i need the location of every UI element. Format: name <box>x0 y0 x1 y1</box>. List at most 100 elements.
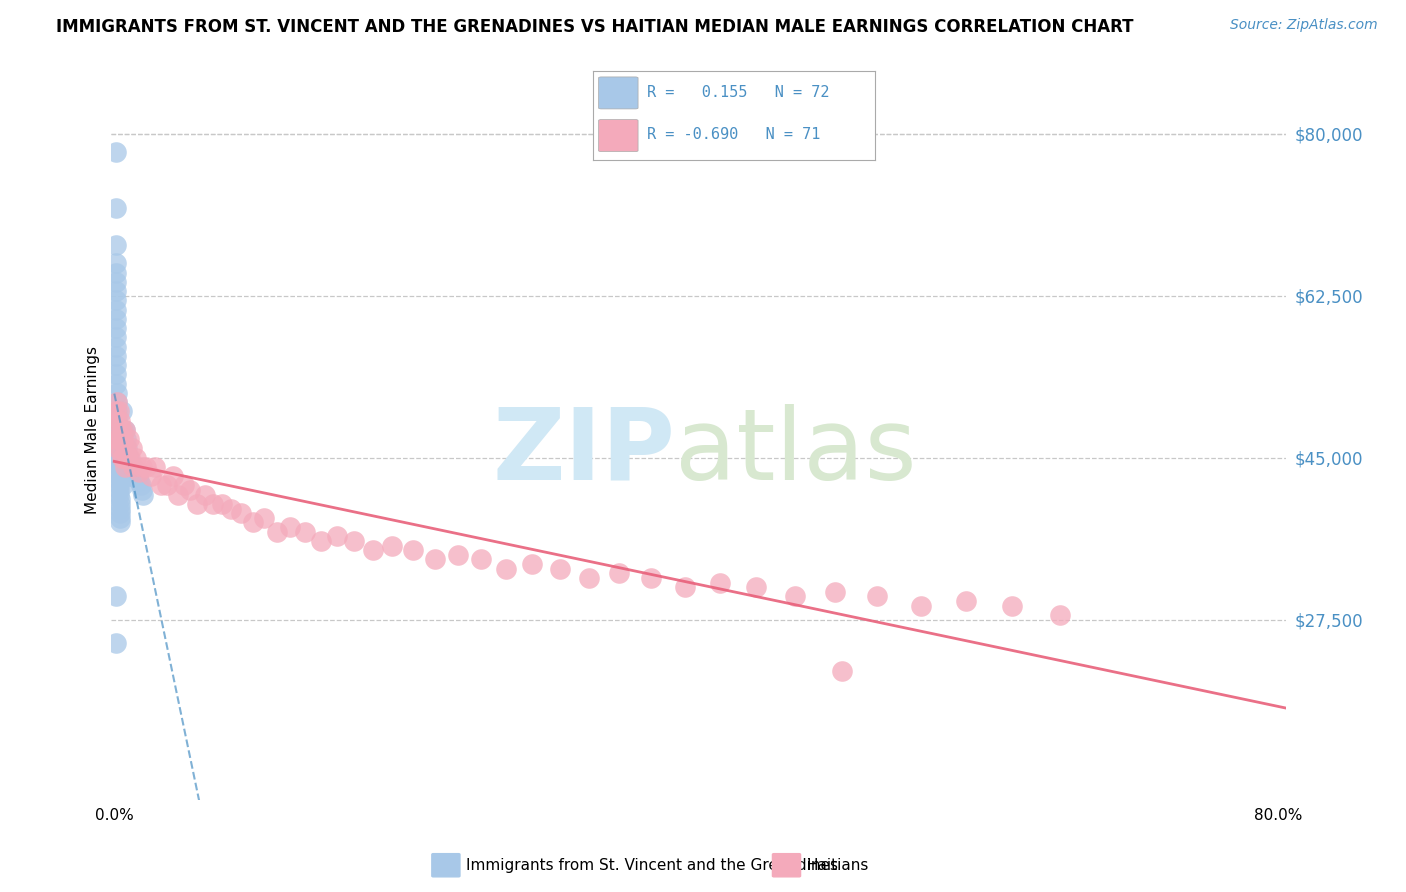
Point <box>105 418 128 433</box>
Point <box>107 469 129 483</box>
Point <box>104 237 127 252</box>
Point <box>107 455 129 469</box>
Point <box>122 459 145 474</box>
Point <box>402 543 425 558</box>
Point <box>381 539 404 553</box>
Point <box>470 552 492 566</box>
Point <box>105 404 128 418</box>
Point <box>673 580 696 594</box>
Text: Haitians: Haitians <box>806 858 869 872</box>
Point <box>266 524 288 539</box>
Point <box>115 432 138 446</box>
Point <box>118 432 141 446</box>
Point <box>156 478 179 492</box>
Text: IMMIGRANTS FROM ST. VINCENT AND THE GRENADINES VS HAITIAN MEDIAN MALE EARNINGS C: IMMIGRANTS FROM ST. VINCENT AND THE GREN… <box>56 18 1133 36</box>
Point <box>108 516 131 530</box>
Point <box>110 423 132 437</box>
Point <box>229 506 252 520</box>
Point <box>104 275 127 289</box>
Point <box>114 423 136 437</box>
Text: Immigrants from St. Vincent and the Grenadines: Immigrants from St. Vincent and the Gren… <box>465 858 838 872</box>
Point <box>824 585 846 599</box>
Point <box>114 459 136 474</box>
Point <box>128 474 150 488</box>
Point <box>955 594 977 608</box>
Point <box>114 459 136 474</box>
Point <box>112 442 135 456</box>
Point <box>107 478 129 492</box>
Point <box>343 533 366 548</box>
Point <box>104 340 127 354</box>
Point <box>108 414 131 428</box>
Point <box>104 404 127 418</box>
Point <box>910 599 932 613</box>
Point <box>129 478 152 492</box>
Point <box>108 492 131 507</box>
Point <box>104 256 127 270</box>
Point <box>104 145 127 160</box>
Point <box>115 442 138 456</box>
Point <box>745 580 768 594</box>
Point <box>423 552 446 566</box>
Point <box>105 442 128 456</box>
Point <box>114 423 136 437</box>
Point <box>107 404 129 418</box>
Point <box>186 497 208 511</box>
Point <box>125 450 148 465</box>
Point <box>495 562 517 576</box>
Point <box>104 293 127 308</box>
Point <box>108 511 131 525</box>
Point <box>162 469 184 483</box>
Point <box>108 506 131 520</box>
Point <box>117 459 139 474</box>
Point <box>135 459 157 474</box>
Point <box>125 469 148 483</box>
Point <box>143 459 166 474</box>
Point <box>104 266 127 280</box>
Point <box>578 571 600 585</box>
Point <box>105 395 128 409</box>
Point <box>110 404 132 418</box>
Point <box>108 501 131 516</box>
Point <box>128 465 150 479</box>
Point <box>107 465 129 479</box>
Point <box>104 423 127 437</box>
Point <box>202 497 225 511</box>
Point <box>104 368 127 382</box>
Point <box>105 442 128 456</box>
Point <box>118 469 141 483</box>
Point <box>139 469 162 483</box>
Point <box>193 488 215 502</box>
Point <box>104 432 127 446</box>
Point <box>127 469 149 483</box>
Point <box>179 483 201 497</box>
Point <box>280 520 302 534</box>
Point <box>108 442 131 456</box>
Point <box>110 459 132 474</box>
Y-axis label: Median Male Earnings: Median Male Earnings <box>86 346 100 514</box>
Point <box>105 432 128 446</box>
Text: atlas: atlas <box>675 403 917 500</box>
Point <box>104 330 127 344</box>
Point <box>107 474 129 488</box>
Point <box>131 459 153 474</box>
Point <box>1001 599 1024 613</box>
Point <box>105 395 128 409</box>
Text: Source: ZipAtlas.com: Source: ZipAtlas.com <box>1230 18 1378 32</box>
Point <box>104 302 127 317</box>
Point <box>219 501 242 516</box>
Point <box>104 376 127 391</box>
Point <box>253 511 276 525</box>
Point <box>131 483 153 497</box>
Point <box>110 442 132 456</box>
Point <box>105 446 128 460</box>
Point <box>120 450 142 465</box>
Point <box>108 497 131 511</box>
Point <box>326 529 349 543</box>
Point <box>124 469 146 483</box>
Point <box>121 469 143 483</box>
Point <box>831 664 853 678</box>
Point <box>447 548 470 562</box>
Point <box>105 450 128 465</box>
Point <box>104 311 127 326</box>
